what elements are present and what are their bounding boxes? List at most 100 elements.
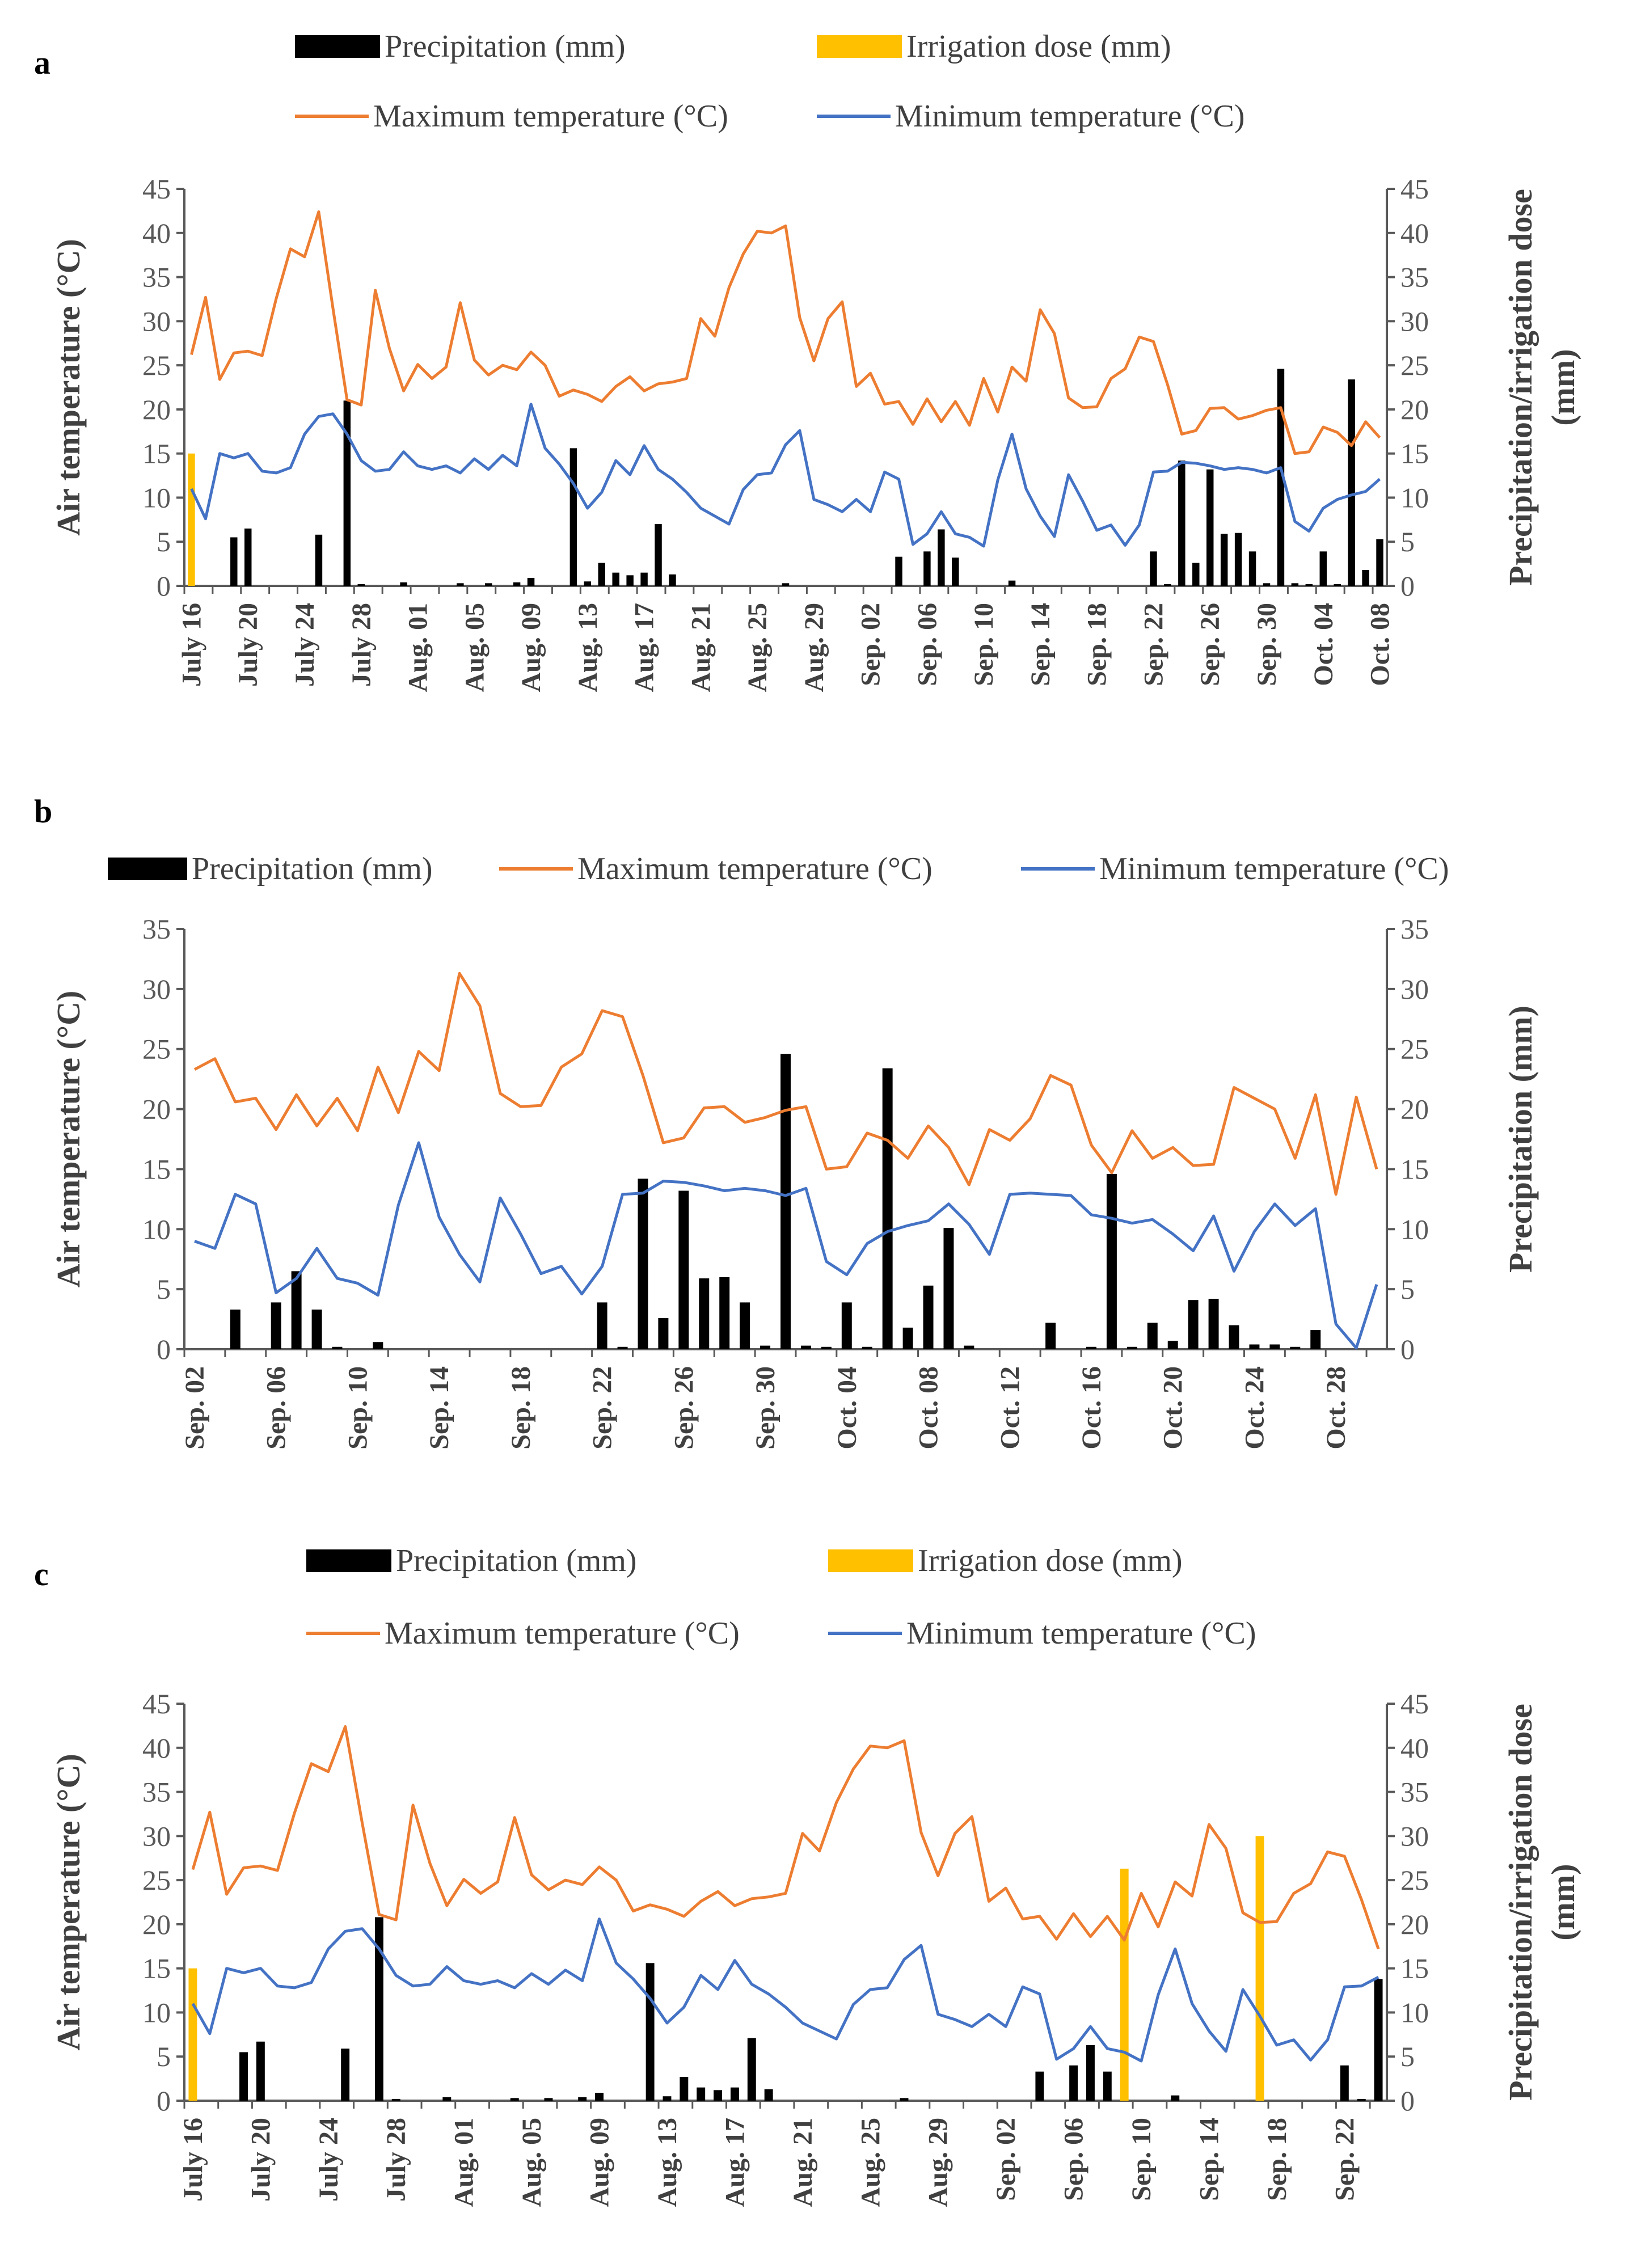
precip-bar [569,448,577,586]
x-tick-label: July 24 [290,603,320,687]
y2-tick-label: 30 [1400,973,1429,1005]
x-tick-label: Sep. 30 [1252,603,1282,686]
y-tick-label: 0 [157,570,171,602]
precip-bar [1171,2095,1180,2101]
precip-bar [1178,461,1185,586]
precip-bar [862,1346,872,1349]
legend-tmin-label: Minimum temperature (°C) [906,1616,1256,1651]
x-tick-label: Oct. 24 [1239,1366,1269,1450]
y-tick-label: 10 [142,1996,171,2028]
precip-bar [1127,1346,1137,1349]
precip-bar [678,1190,689,1349]
precip-bar [663,2096,672,2101]
y-tick-label: 20 [142,1908,171,1940]
x-tick-label: Sep. 14 [1026,603,1056,686]
y2-tick-label: 20 [1400,1908,1429,1940]
legend-tmax-label: Maximum temperature (°C) [373,99,728,134]
precip-bar [1290,1346,1301,1349]
y-axis-title: Air temperature (°C) [50,239,87,536]
legend-precip-swatch [108,858,187,880]
x-tick-label: Sep. 10 [969,603,999,686]
x-tick-label: Sep. 14 [1194,2118,1224,2201]
x-tick-label: July 24 [314,2118,344,2202]
x-tick-label: Sep. 22 [1330,2118,1360,2201]
x-tick-label: Aug. 21 [686,603,716,692]
y2-tick-label: 30 [1400,1820,1429,1852]
precip-bar [952,558,959,586]
precip-bar [1035,2071,1044,2101]
x-tick-label: Aug. 09 [585,2118,615,2207]
x-tick-label: Oct. 08 [914,1366,944,1450]
x-tick-label: Sep. 18 [1262,2118,1292,2201]
y-axis-title: Air temperature (°C) [50,1754,87,2051]
precip-bar [442,2097,452,2101]
x-tick-label: Oct. 08 [1365,603,1395,686]
y2-tick-label: 25 [1400,349,1429,381]
precip-bar [510,2098,519,2101]
y2-tick-label: 30 [1400,305,1429,337]
y2-tick-label: 35 [1400,1776,1429,1808]
precip-bar [311,1310,322,1349]
y-tick-label: 20 [142,394,171,425]
y-tick-label: 0 [157,1333,171,1365]
precip-bar [747,2038,756,2101]
x-tick-label: Oct. 28 [1321,1366,1351,1450]
precip-bar [391,2098,400,2101]
y2-tick-label: 15 [1400,438,1429,470]
precip-bar [1291,583,1299,586]
y-tick-label: 25 [142,349,171,381]
x-tick-label: Oct. 16 [1077,1366,1107,1450]
precip-bar [1310,1330,1321,1349]
precip-bar [1263,583,1271,586]
precip-bar [800,1345,811,1349]
precip-bar [230,1310,241,1349]
legend-irrigation-label: Irrigation dose (mm) [918,1543,1183,1578]
precip-bar [527,578,535,586]
y2-axis-title: Precipitation/irrigation dose [1502,189,1539,586]
precip-bar [780,1054,791,1349]
x-tick-label: Sep. 06 [261,1366,292,1450]
precip-bar [315,534,323,586]
y2-tick-label: 10 [1400,1996,1429,2028]
precip-bar [923,551,931,586]
precip-bar [400,582,407,586]
y-tick-label: 0 [157,2085,171,2117]
precip-bar [612,572,619,586]
precip-bar [1147,1323,1158,1349]
precip-bar [332,1346,343,1349]
x-tick-label: Aug. 29 [799,603,829,692]
y-tick-label: 40 [142,1732,171,1764]
legend-irrigation-label: Irrigation dose (mm) [906,29,1171,64]
y2-tick-label: 15 [1400,1953,1429,1984]
precip-bar [513,582,521,586]
x-tick-label: Aug. 25 [742,603,773,692]
precip-bar [902,1327,913,1349]
precip-bar [373,1342,383,1349]
tmin-series-line [194,1141,1378,1350]
precip-bar [578,2097,587,2101]
precip-bar [357,584,365,586]
precip-bar [374,1917,383,2101]
precip-bar [1374,1979,1383,2101]
legend-precip-swatch [306,1549,391,1572]
y-tick-label: 5 [157,526,171,558]
panel-b: b Precipitation (mm) Maximum temperature (… [34,793,1539,1450]
legend-precip-label: Precipitation (mm) [385,29,626,64]
precip-bar [669,574,676,586]
precip-bar [1249,1344,1260,1349]
x-tick-label: Oct. 20 [1158,1366,1188,1450]
precip-bar [699,1278,710,1349]
legend-tmin-label: Minimum temperature (°C) [1099,851,1449,886]
precip-bar [638,1179,648,1349]
precip-bar [1086,2045,1095,2101]
x-tick-label: Sep. 30 [750,1366,780,1450]
y2-tick-label: 5 [1400,2041,1415,2072]
precip-bar [1188,1300,1199,1349]
x-tick-label: July 20 [246,2118,276,2202]
precip-bar [923,1285,934,1349]
precip-bar [230,537,238,586]
precip-bar [1150,551,1157,586]
y-tick-label: 45 [142,173,171,205]
precip-bar [271,1302,281,1349]
